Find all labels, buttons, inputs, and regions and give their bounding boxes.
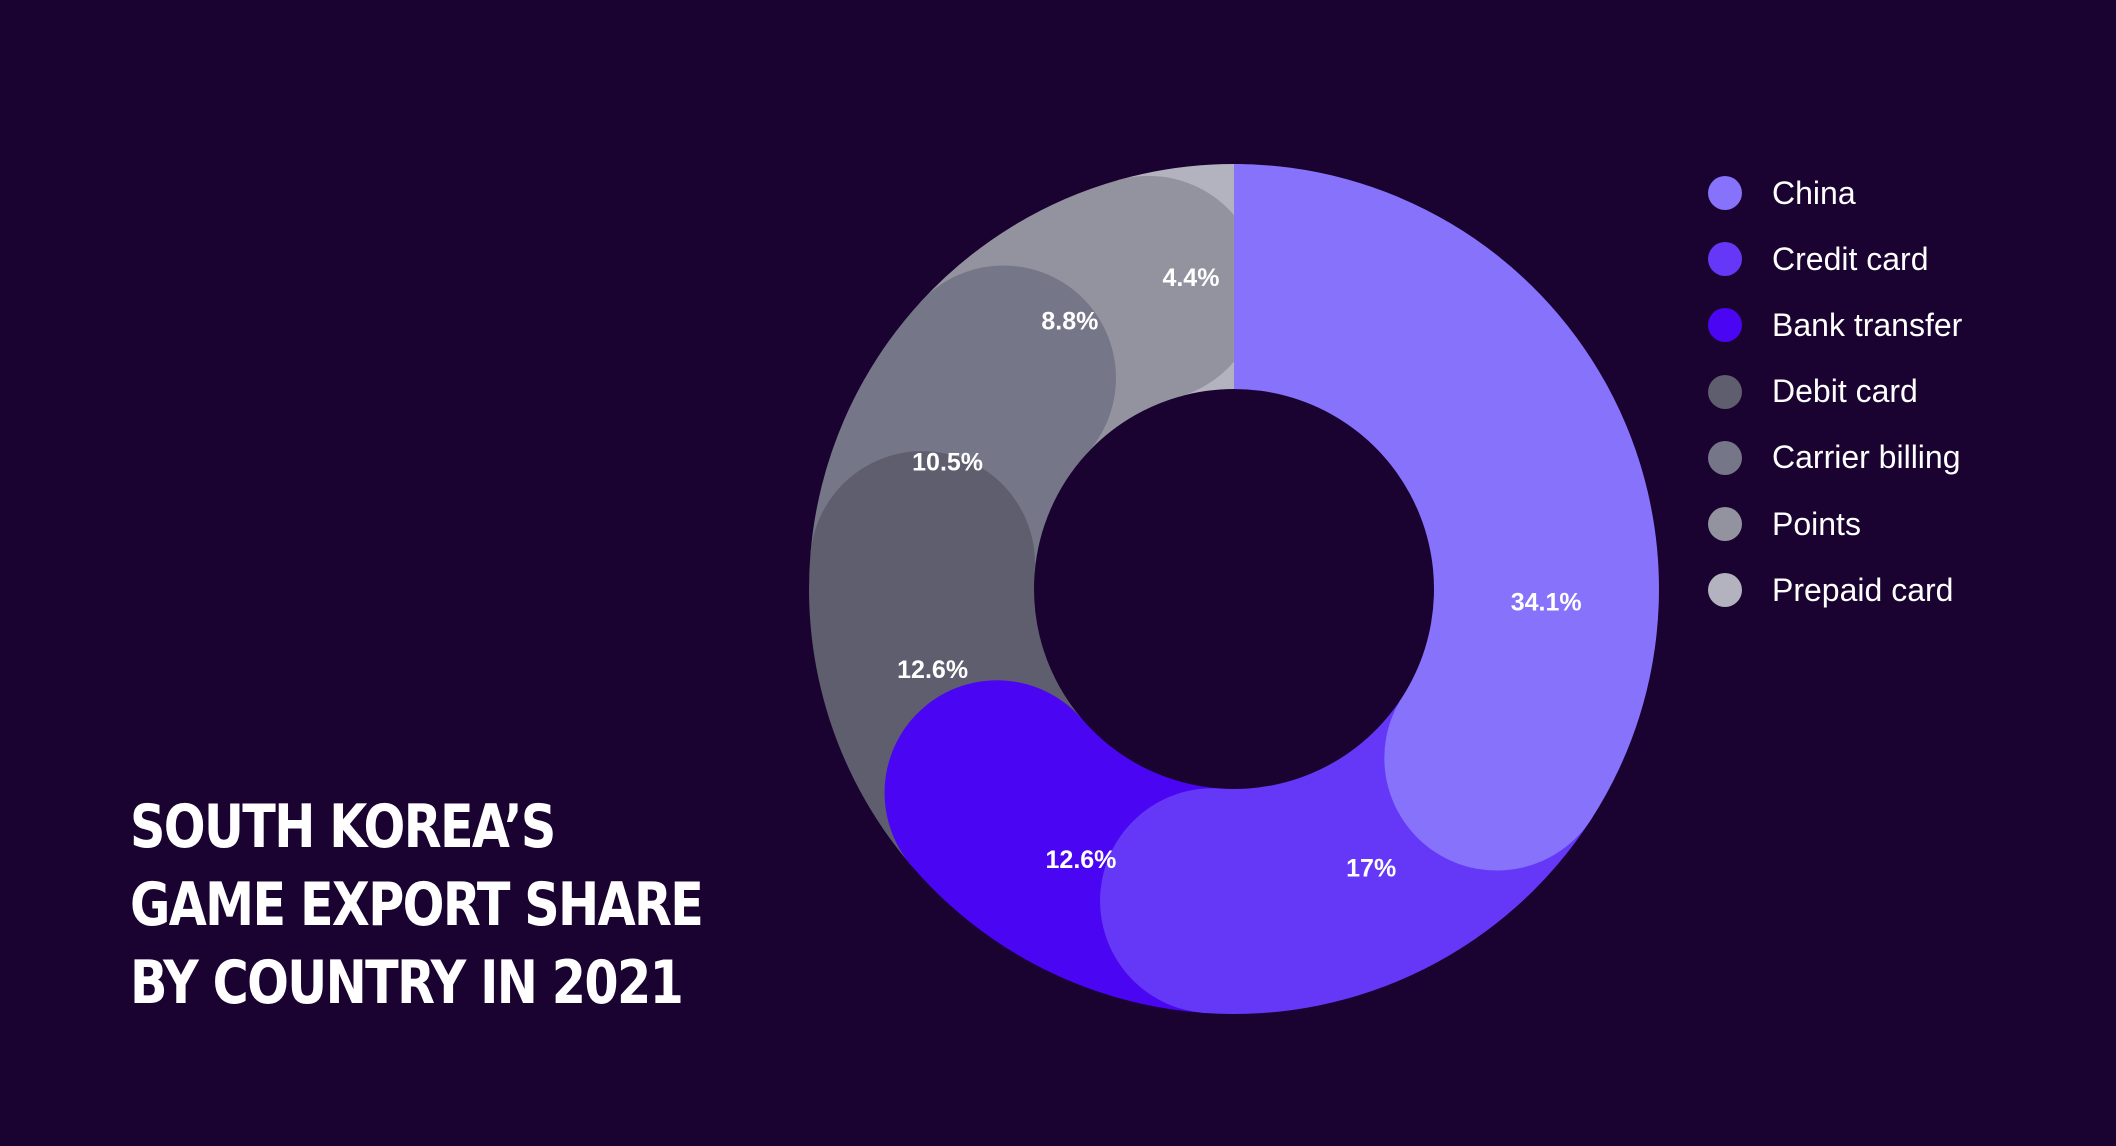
legend-swatch-credit-card <box>1708 242 1742 277</box>
slice-label-bank-transfer: 12.6% <box>1046 846 1117 874</box>
chart-title-line-3: BY COUNTRY IN 2021 <box>130 948 684 1018</box>
legend-swatch-points <box>1708 507 1742 542</box>
slice-label-credit-card: 17% <box>1346 854 1396 882</box>
legend-swatch-bank-transfer <box>1708 308 1742 343</box>
donut-slices <box>809 164 1659 1014</box>
chart-title: SOUTH KOREA’S GAME EXPORT SHARE BY COUNT… <box>130 788 704 1022</box>
legend-label-prepaid-card: Prepaid card <box>1772 571 1954 608</box>
legend-label-bank-transfer: Bank transfer <box>1772 306 1963 343</box>
legend-swatch-carrier-billing <box>1708 440 1742 475</box>
legend-item-bank-transfer: Bank transfer <box>1708 292 1962 358</box>
legend-swatch-debit-card <box>1708 374 1742 409</box>
legend-label-carrier-billing: Carrier billing <box>1772 439 1961 476</box>
slice-label-carrier-billing: 10.5% <box>912 449 983 477</box>
slice-labels: 34.1% 17% 12.6% 12.6% 10.5% 8.8% 4.4% <box>897 264 1581 882</box>
chart-legend: China Credit card Bank transfer Debit ca… <box>1708 160 1962 623</box>
slice-label-points: 8.8% <box>1041 308 1098 336</box>
legend-item-debit-card: Debit card <box>1708 359 1962 425</box>
slice-label-prepaid-card: 4.4% <box>1162 264 1219 292</box>
slice-label-debit-card: 12.6% <box>897 656 968 684</box>
legend-label-credit-card: Credit card <box>1772 240 1929 277</box>
chart-title-line-2: GAME EXPORT SHARE <box>130 870 704 940</box>
legend-label-debit-card: Debit card <box>1772 373 1918 410</box>
legend-item-carrier-billing: Carrier billing <box>1708 425 1962 491</box>
slice-label-china: 34.1% <box>1511 589 1582 617</box>
legend-swatch-prepaid-card <box>1708 573 1742 608</box>
slice-china <box>1234 164 1659 871</box>
legend-item-prepaid-card: Prepaid card <box>1708 557 1962 623</box>
legend-item-points: Points <box>1708 491 1962 557</box>
legend-label-points: Points <box>1772 505 1861 542</box>
legend-item-china: China <box>1708 160 1962 226</box>
chart-title-line-1: SOUTH KOREA’S <box>130 792 556 862</box>
legend-label-china: China <box>1772 174 1856 211</box>
legend-item-credit-card: Credit card <box>1708 226 1962 292</box>
legend-swatch-china <box>1708 176 1742 211</box>
